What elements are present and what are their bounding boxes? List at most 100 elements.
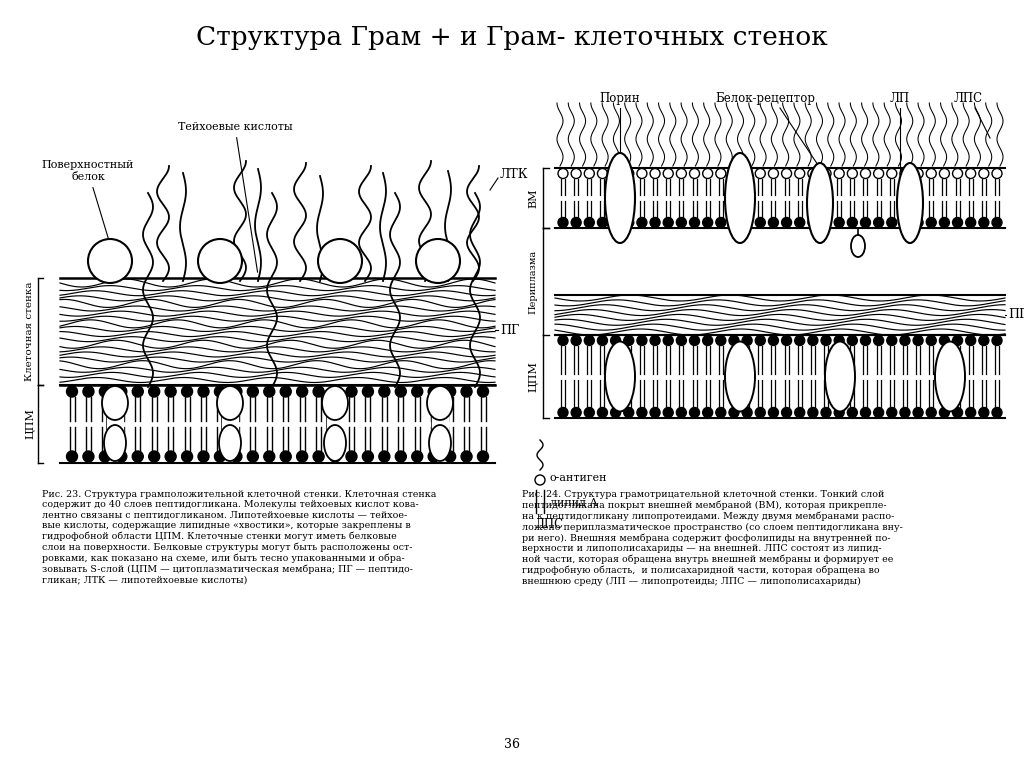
Circle shape — [900, 407, 910, 417]
Ellipse shape — [807, 163, 833, 243]
Circle shape — [716, 335, 726, 345]
Circle shape — [913, 335, 923, 345]
Circle shape — [835, 169, 844, 179]
Circle shape — [992, 218, 1002, 228]
Circle shape — [702, 169, 713, 179]
Circle shape — [477, 386, 488, 397]
Circle shape — [362, 386, 374, 397]
Circle shape — [768, 169, 778, 179]
Ellipse shape — [605, 153, 635, 243]
Circle shape — [264, 386, 274, 397]
Circle shape — [677, 335, 686, 345]
Circle shape — [395, 386, 407, 397]
Circle shape — [571, 407, 582, 417]
Circle shape — [428, 386, 439, 397]
Circle shape — [716, 407, 726, 417]
Circle shape — [781, 407, 792, 417]
Circle shape — [148, 386, 160, 397]
Circle shape — [67, 451, 78, 462]
Circle shape — [873, 218, 884, 228]
Circle shape — [887, 335, 897, 345]
Circle shape — [689, 169, 699, 179]
Text: ЛТК: ЛТК — [500, 169, 528, 182]
Circle shape — [416, 239, 460, 283]
Text: о-антиген: о-антиген — [550, 473, 607, 483]
Circle shape — [181, 451, 193, 462]
Ellipse shape — [605, 341, 635, 412]
Circle shape — [116, 451, 127, 462]
Text: 36: 36 — [504, 739, 520, 752]
Circle shape — [165, 386, 176, 397]
Circle shape — [821, 169, 831, 179]
Circle shape — [952, 218, 963, 228]
Circle shape — [637, 335, 647, 345]
Circle shape — [624, 407, 634, 417]
Circle shape — [927, 335, 936, 345]
Text: Поверхностный
белок: Поверхностный белок — [42, 160, 134, 242]
Circle shape — [664, 218, 673, 228]
Circle shape — [887, 169, 897, 179]
Circle shape — [716, 169, 726, 179]
Circle shape — [716, 218, 726, 228]
Circle shape — [664, 407, 673, 417]
Circle shape — [444, 386, 456, 397]
Circle shape — [729, 169, 739, 179]
Circle shape — [610, 169, 621, 179]
Text: ПГ: ПГ — [500, 324, 519, 337]
Circle shape — [847, 407, 857, 417]
Circle shape — [230, 386, 242, 397]
Ellipse shape — [851, 235, 865, 257]
Circle shape — [650, 218, 660, 228]
Ellipse shape — [217, 386, 243, 420]
Circle shape — [412, 386, 423, 397]
Circle shape — [913, 407, 923, 417]
Circle shape — [313, 386, 325, 397]
Ellipse shape — [322, 386, 348, 420]
Circle shape — [979, 407, 989, 417]
Circle shape — [428, 451, 439, 462]
Circle shape — [966, 335, 976, 345]
Circle shape — [939, 335, 949, 345]
Bar — [327, 412, 343, 436]
Circle shape — [318, 239, 362, 283]
Bar — [106, 412, 123, 436]
Circle shape — [297, 386, 307, 397]
Text: ВМ: ВМ — [528, 188, 538, 208]
Circle shape — [689, 335, 699, 345]
Circle shape — [756, 335, 765, 345]
Circle shape — [939, 407, 949, 417]
Circle shape — [558, 407, 568, 417]
Circle shape — [379, 386, 390, 397]
Circle shape — [248, 386, 258, 397]
Circle shape — [362, 451, 374, 462]
Circle shape — [88, 239, 132, 283]
Circle shape — [979, 169, 989, 179]
Circle shape — [821, 335, 831, 345]
Circle shape — [689, 407, 699, 417]
Circle shape — [835, 335, 844, 345]
Circle shape — [585, 169, 594, 179]
Circle shape — [637, 407, 647, 417]
Circle shape — [808, 407, 818, 417]
Circle shape — [756, 407, 765, 417]
Circle shape — [900, 335, 910, 345]
Circle shape — [781, 169, 792, 179]
Circle shape — [148, 451, 160, 462]
Circle shape — [913, 218, 923, 228]
Circle shape — [597, 407, 607, 417]
Circle shape — [873, 169, 884, 179]
Text: Порин: Порин — [600, 92, 640, 105]
Circle shape — [477, 451, 488, 462]
Circle shape — [281, 451, 291, 462]
Circle shape — [702, 407, 713, 417]
Text: Клеточная стенка: Клеточная стенка — [26, 281, 35, 381]
Circle shape — [808, 335, 818, 345]
Circle shape — [99, 451, 111, 462]
Circle shape — [412, 451, 423, 462]
Circle shape — [835, 407, 844, 417]
Circle shape — [992, 407, 1002, 417]
Text: ЦПМ: ЦПМ — [528, 361, 538, 392]
Text: ЛПС: ЛПС — [953, 92, 983, 105]
Circle shape — [535, 475, 545, 485]
Ellipse shape — [725, 153, 755, 243]
